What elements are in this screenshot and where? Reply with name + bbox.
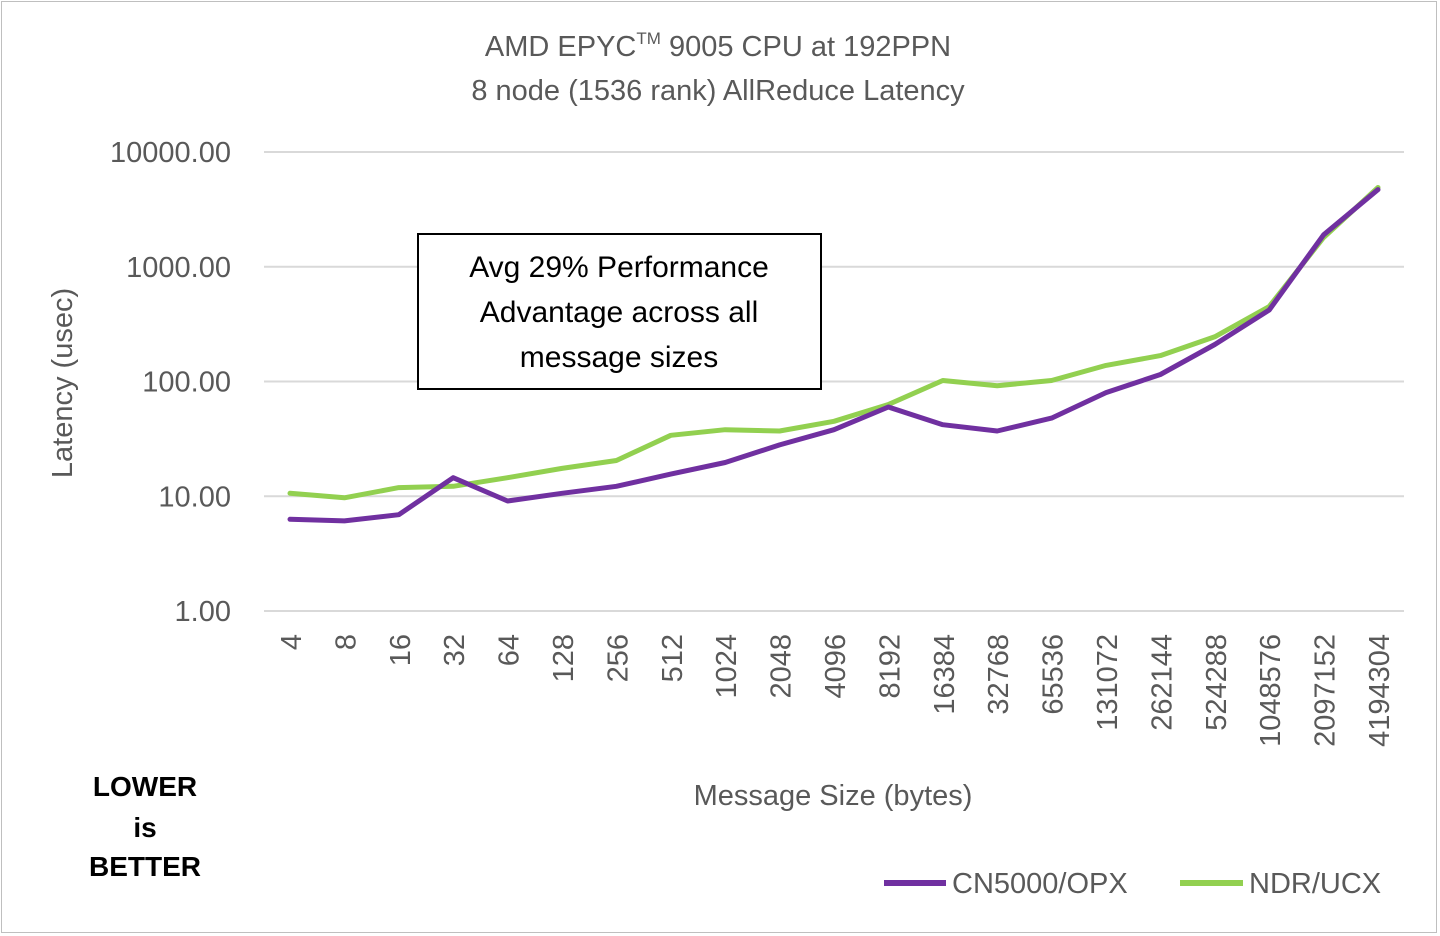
series-line-cn5000-opx <box>287 187 1381 524</box>
legend: CN5000/OPX NDR/UCX <box>884 868 1381 900</box>
x-tick-label: 8192 <box>874 634 906 699</box>
y-axis-label: Latency (usec) <box>47 288 79 478</box>
x-tick-label: 2048 <box>766 634 798 699</box>
legend-label-cn5000: CN5000/OPX <box>952 868 1128 900</box>
lower-is-better-note: LOWER is BETTER <box>89 771 201 882</box>
annotation-line-1: Avg 29% Performance <box>469 251 769 284</box>
x-tick-labels: 4 8 16 32 64 128 256 512 1024 2048 4096 8192 16384 32… <box>276 634 1396 747</box>
note-line-3: BETTER <box>89 851 201 882</box>
chart-subtitle: 8 node (1536 rank) AllReduce Latency <box>471 75 965 107</box>
x-tick-label: 2097152 <box>1310 634 1342 747</box>
x-tick-label: 262144 <box>1146 634 1178 731</box>
series-lines <box>287 185 1381 524</box>
x-tick-label: 1048576 <box>1255 634 1287 747</box>
annotation-border <box>417 233 822 390</box>
x-tick-label: 8 <box>330 634 362 650</box>
x-tick-label: 64 <box>494 634 526 666</box>
x-tick-label: 128 <box>548 634 580 682</box>
chart-title-superscript: TM <box>636 29 661 48</box>
annotation-box: Avg 29% Performance Advantage across all… <box>417 233 822 390</box>
x-tick-label: 131072 <box>1092 634 1124 731</box>
x-tick-label: 65536 <box>1038 634 1070 715</box>
x-tick-label: 524288 <box>1201 634 1233 731</box>
y-tick-labels: 1.00 10.00 100.00 1000.00 10000.00 <box>110 137 231 628</box>
x-tick-label: 1024 <box>711 634 743 699</box>
y-tick-label: 100.00 <box>142 367 231 399</box>
y-tick-label: 10000.00 <box>110 137 231 169</box>
x-tick-label: 32768 <box>983 634 1015 715</box>
x-tick-label: 32 <box>439 634 471 666</box>
annotation-line-3: message sizes <box>520 341 718 374</box>
y-tick-label: 1.00 <box>175 596 231 628</box>
x-tick-label: 512 <box>657 634 689 682</box>
chart-title-tail: 9005 CPU at 192PPN <box>661 31 951 63</box>
y-tick-label: 1000.00 <box>126 252 231 284</box>
x-tick-label: 4 <box>276 634 308 650</box>
x-tick-label: 256 <box>602 634 634 682</box>
chart-title-main: AMD EPYC <box>485 31 636 63</box>
note-line-2: is <box>133 812 156 843</box>
x-tick-label: 4096 <box>820 634 852 699</box>
legend-label-ndr: NDR/UCX <box>1249 868 1381 900</box>
annotation-line-2: Advantage across all <box>480 296 759 329</box>
x-tick-label: 16 <box>385 634 417 666</box>
note-line-1: LOWER <box>93 771 197 802</box>
chart-title: AMD EPYCTM 9005 CPU at 192PPN <box>485 29 951 63</box>
x-tick-label: 16384 <box>929 634 961 715</box>
x-tick-label: 4194304 <box>1364 634 1396 747</box>
y-tick-label: 10.00 <box>158 481 231 513</box>
x-axis-label: Message Size (bytes) <box>694 780 973 812</box>
